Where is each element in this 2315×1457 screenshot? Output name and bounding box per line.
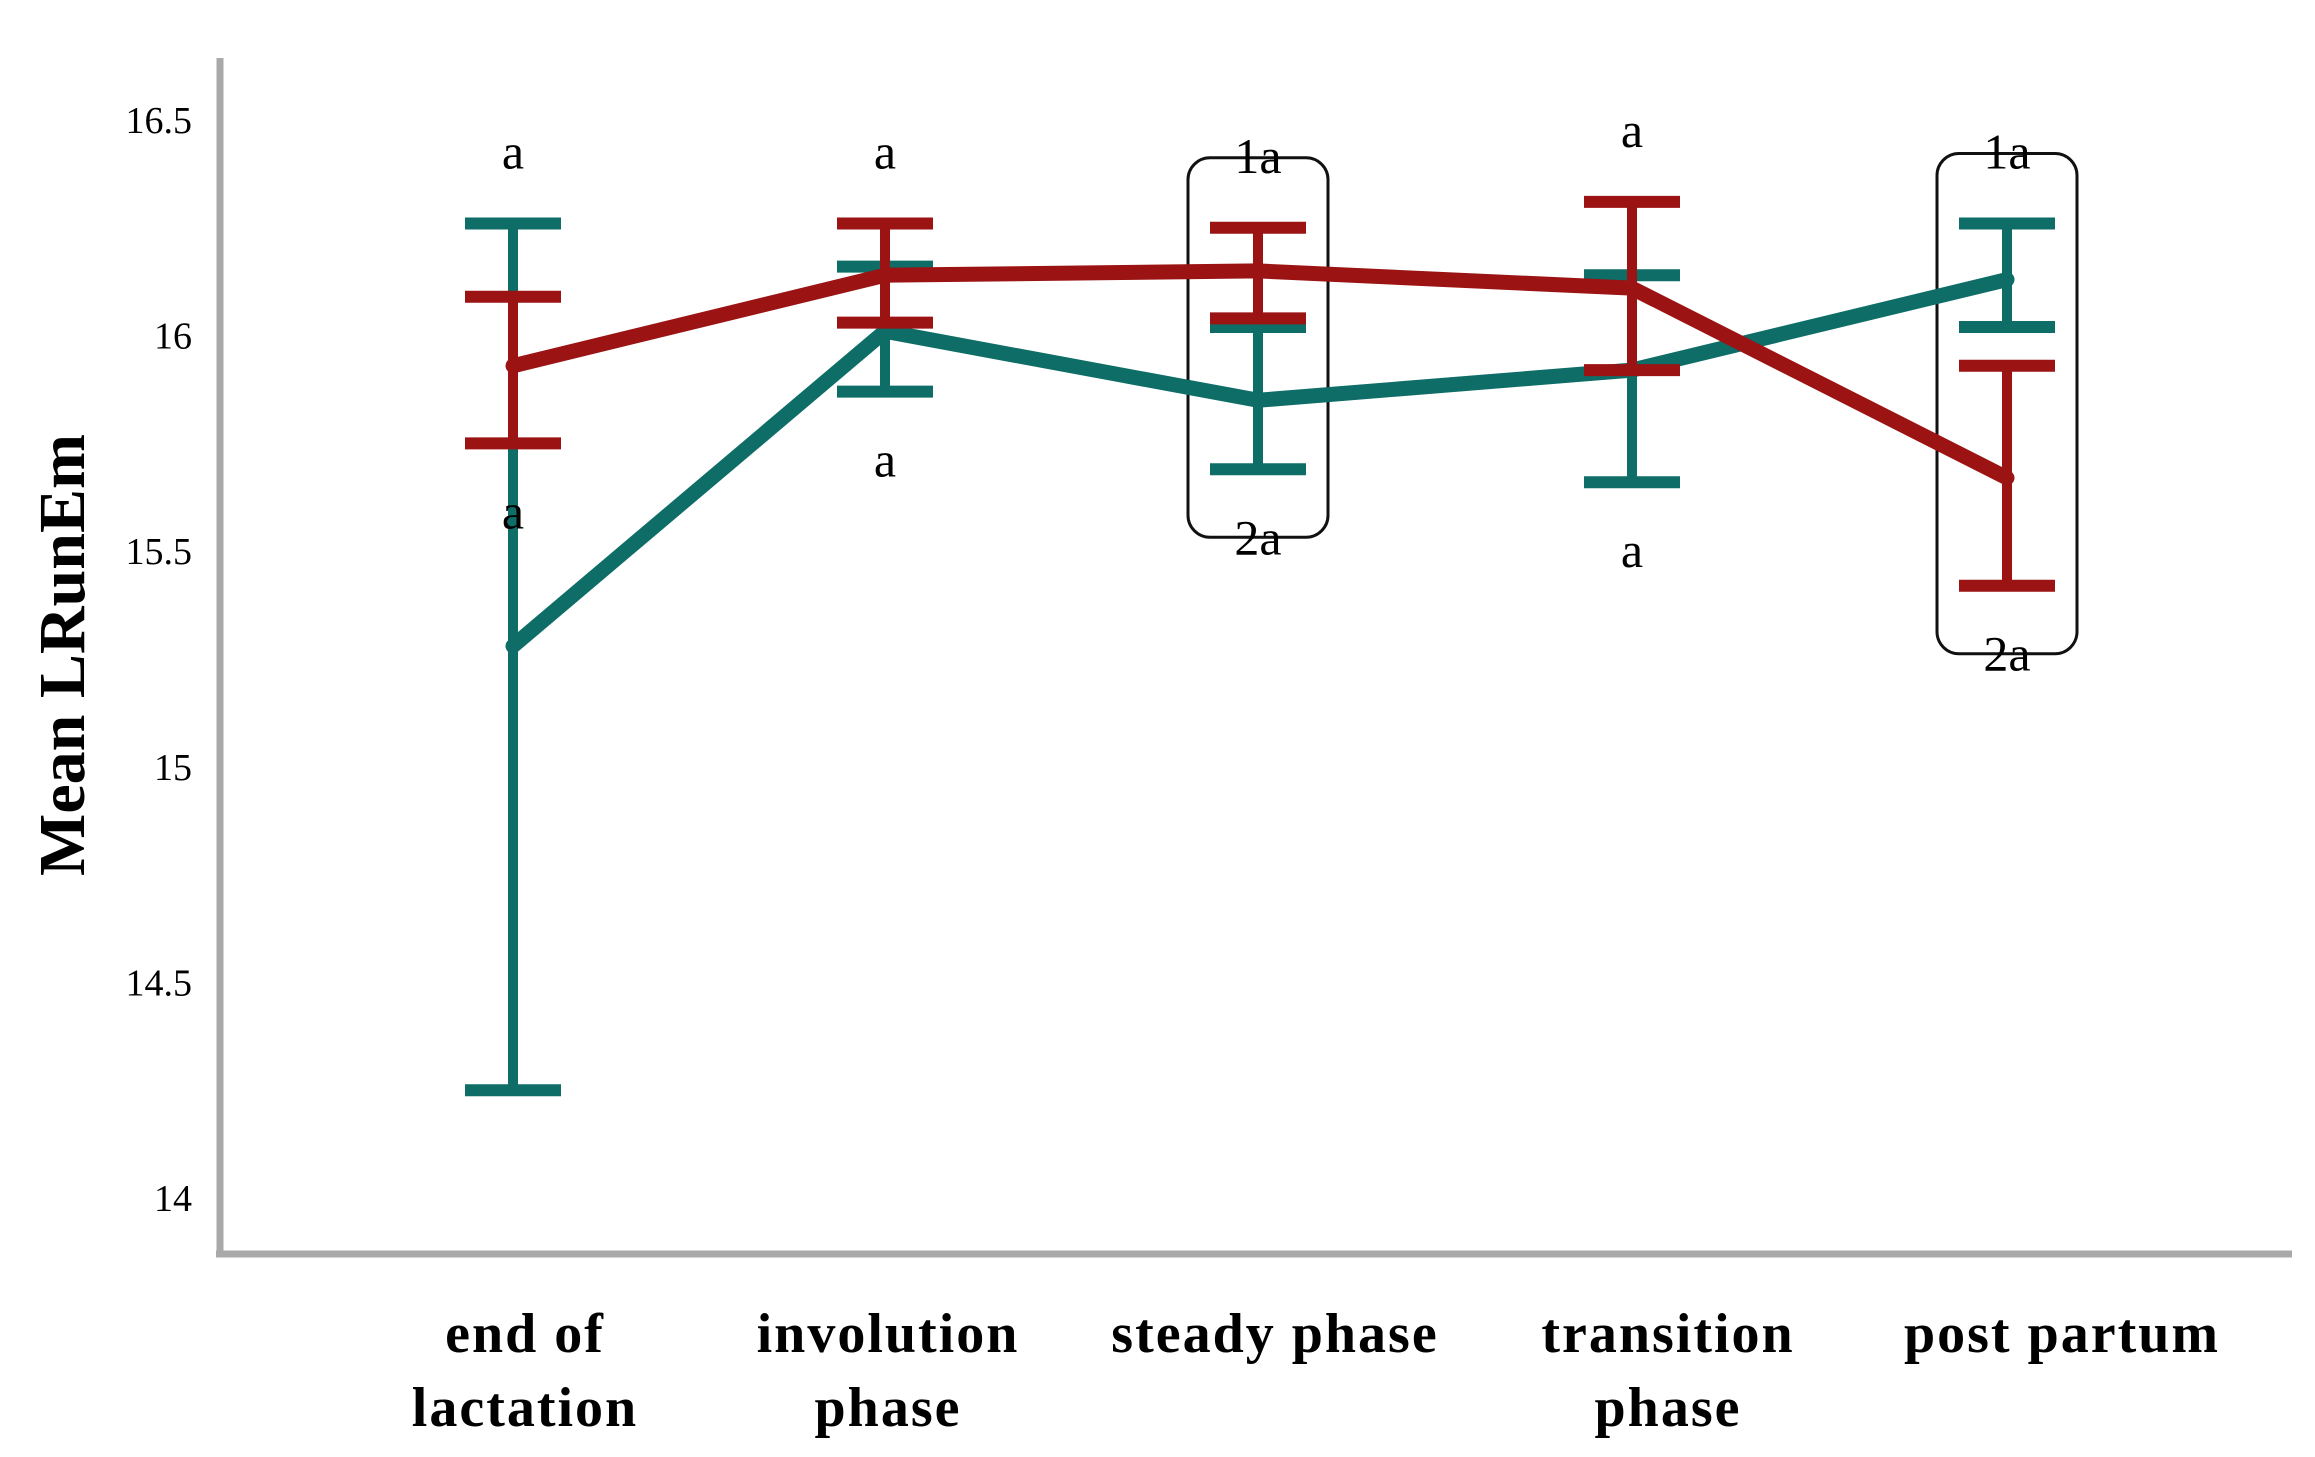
significance-label: 1a (1234, 128, 1281, 184)
y-axis-title-group: Mean LRunEm (26, 434, 99, 876)
error-bar (465, 290, 561, 450)
significance-label: 2a (1234, 509, 1281, 565)
error-bar (1210, 320, 1306, 476)
axes (216, 58, 2292, 1258)
x-category-label: post partum (1904, 1303, 2220, 1365)
x-category-label: involution (757, 1303, 1020, 1365)
x-category-label: transition (1541, 1303, 1794, 1365)
significance-label: a (502, 123, 524, 179)
significance-label: a (874, 123, 896, 179)
x-category-label: phase (815, 1377, 962, 1439)
error-bar (1959, 217, 2055, 333)
y-tick-label: 15.5 (126, 531, 193, 573)
y-tick-label: 16 (154, 316, 192, 358)
error-bar (1584, 195, 1680, 377)
x-category-label: steady phase (1111, 1303, 1438, 1365)
significance-label: a (502, 483, 524, 539)
series-teal (465, 217, 2055, 1097)
highlight-boxes (1186, 151, 2079, 656)
significance-label: a (874, 432, 896, 488)
error-bar (1210, 221, 1306, 325)
y-tick-label: 14.5 (126, 962, 193, 1004)
y-axis-title: Mean LRunEm (26, 434, 99, 876)
y-tick-label: 14 (154, 1178, 192, 1220)
highlight-box (1186, 156, 1330, 539)
error-bar (837, 217, 933, 329)
category-labels: end of lactation involution phase steady pha… (412, 1303, 2220, 1439)
significance-label: a (1621, 102, 1643, 158)
significance-label: 1a (1983, 123, 2030, 179)
annotation-labels: a a a a 1a 2a a a 1a 2a (502, 102, 2031, 682)
x-category-label: end of (445, 1303, 605, 1365)
y-tick-label: 16.5 (126, 100, 193, 142)
x-category-label: lactation (412, 1377, 638, 1439)
significance-label: 2a (1983, 626, 2030, 682)
y-tick-label: 15 (154, 747, 192, 789)
series-group (465, 195, 2055, 1097)
significance-label: a (1621, 522, 1643, 578)
highlight-box (1935, 151, 2079, 656)
y-tick-labels: 14 14.5 15 15.5 16 16.5 (126, 100, 193, 1220)
error-bar (1959, 359, 2055, 592)
series-red (465, 195, 2055, 592)
x-category-label: phase (1595, 1377, 1742, 1439)
